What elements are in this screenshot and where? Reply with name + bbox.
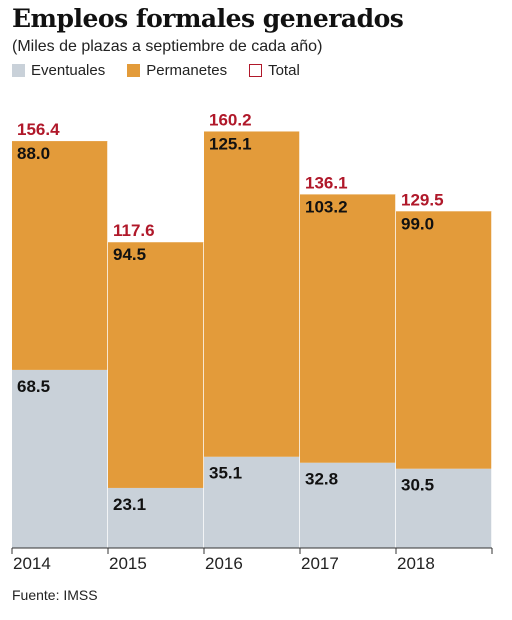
- bar-eventuales-2015: [108, 487, 204, 548]
- permanentes-label-2014: 88.0: [17, 144, 50, 163]
- permanentes-label-2016: 125.1: [209, 134, 252, 153]
- total-label-2017: 136.1: [305, 173, 348, 192]
- bar-permanentes-2018: [396, 211, 492, 469]
- bar-eventuales-2017: [300, 462, 396, 548]
- x-tick-label-2014: 2014: [13, 554, 51, 573]
- x-tick-label-2018: 2018: [397, 554, 435, 573]
- permanentes-label-2017: 103.2: [305, 197, 348, 216]
- legend-item-eventuales: Eventuales: [12, 62, 105, 79]
- bar-eventuales-2014: [12, 369, 108, 548]
- bar-eventuales-2016: [204, 456, 300, 548]
- legend-label-total: Total: [268, 62, 300, 79]
- bar-permanentes-2015: [108, 242, 204, 488]
- permanentes-label-2015: 94.5: [113, 245, 146, 264]
- chart-title: Empleos formales generados: [12, 4, 404, 33]
- labels-group: 156.4 88.0 68.5 117.6 94.5 23.1 160.2 125.1 35.1…: [17, 110, 444, 513]
- legend-label-eventuales: Eventuales: [31, 62, 106, 79]
- eventuales-label-2018: 30.5: [401, 476, 434, 495]
- x-tick-label-2016: 2016: [205, 554, 243, 573]
- eventuales-label-2017: 32.8: [305, 470, 338, 489]
- legend-item-permanentes: Permanetes: [127, 62, 227, 79]
- x-tick-label-2015: 2015: [109, 554, 147, 573]
- legend-swatch-total: [249, 64, 263, 77]
- legend-swatch-permanentes: [127, 64, 141, 77]
- bars-group: [12, 131, 493, 548]
- legend-label-permanentes: Permanetes: [146, 62, 228, 79]
- total-label-2014: 156.4: [17, 120, 60, 139]
- permanentes-label-2018: 99.0: [401, 214, 434, 233]
- legend-item-total: Total: [249, 62, 300, 79]
- bar-eventuales-2018: [396, 468, 492, 548]
- total-label-2018: 129.5: [401, 190, 444, 209]
- x-tick-label-2017: 2017: [301, 554, 339, 573]
- x-axis: 2014 2015 2016 2017 2018: [11, 547, 493, 573]
- eventuales-label-2016: 35.1: [209, 464, 242, 483]
- eventuales-label-2015: 23.1: [113, 495, 146, 514]
- bar-permanentes-2017: [300, 194, 396, 463]
- chart-subtitle: (Miles de plazas a septiembre de cada añ…: [12, 38, 323, 55]
- bar-permanentes-2016: [204, 131, 300, 457]
- bar-permanentes-2014: [12, 141, 108, 370]
- total-label-2015: 117.6: [113, 221, 155, 240]
- legend: Eventuales Permanetes Total: [12, 62, 316, 79]
- eventuales-label-2014: 68.5: [17, 377, 50, 396]
- source-note: Fuente: IMSS: [12, 587, 98, 603]
- total-label-2016: 160.2: [209, 110, 252, 129]
- legend-swatch-eventuales: [12, 64, 25, 77]
